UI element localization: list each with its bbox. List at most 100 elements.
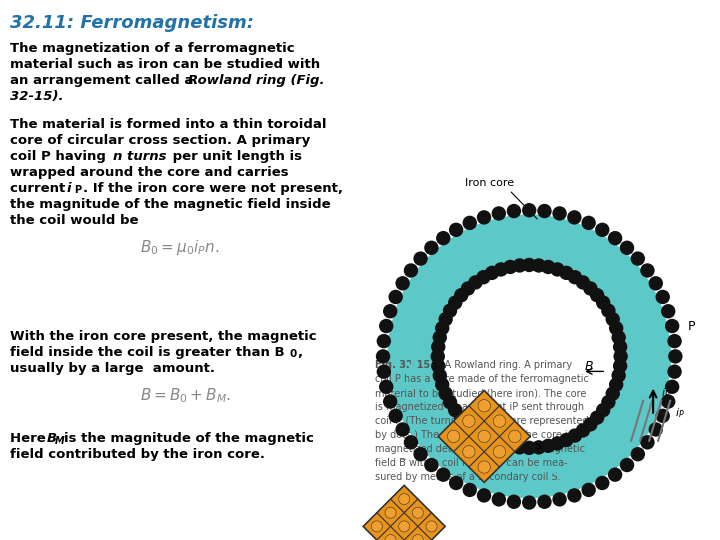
Circle shape bbox=[611, 330, 626, 345]
Polygon shape bbox=[438, 390, 530, 482]
Circle shape bbox=[399, 521, 410, 532]
Circle shape bbox=[576, 275, 590, 289]
Circle shape bbox=[541, 438, 555, 453]
Circle shape bbox=[461, 281, 475, 295]
Circle shape bbox=[395, 276, 410, 291]
Circle shape bbox=[595, 222, 610, 237]
Circle shape bbox=[477, 270, 491, 285]
Circle shape bbox=[379, 319, 393, 333]
Circle shape bbox=[435, 377, 449, 392]
Circle shape bbox=[640, 435, 654, 449]
Text: S: S bbox=[534, 441, 541, 451]
Circle shape bbox=[461, 417, 475, 431]
Text: Iron core: Iron core bbox=[464, 178, 514, 188]
Circle shape bbox=[552, 492, 567, 507]
Circle shape bbox=[522, 203, 536, 218]
Circle shape bbox=[413, 535, 423, 540]
Text: field B⃗ within coil P Field B⃗ can be mea-: field B⃗ within coil P Field B⃗ can be m… bbox=[375, 458, 567, 468]
Circle shape bbox=[531, 258, 546, 273]
Text: $B = B_0 + B_M.$: $B = B_0 + B_M.$ bbox=[140, 386, 231, 404]
Circle shape bbox=[447, 430, 460, 443]
Circle shape bbox=[462, 215, 477, 230]
Circle shape bbox=[438, 387, 453, 401]
Circle shape bbox=[503, 260, 518, 274]
Text: wrapped around the core and carries: wrapped around the core and carries bbox=[10, 166, 289, 179]
Circle shape bbox=[454, 288, 469, 302]
Circle shape bbox=[433, 330, 447, 345]
Circle shape bbox=[537, 495, 552, 509]
Text: field inside the coil is greater than B: field inside the coil is greater than B bbox=[10, 346, 284, 359]
Circle shape bbox=[413, 252, 428, 266]
Circle shape bbox=[431, 349, 445, 363]
Circle shape bbox=[620, 241, 634, 255]
Circle shape bbox=[552, 206, 567, 221]
Circle shape bbox=[448, 295, 462, 310]
Circle shape bbox=[443, 303, 457, 318]
Circle shape bbox=[601, 303, 616, 318]
Text: $B_0 = \mu_0 i_P n.$: $B_0 = \mu_0 i_P n.$ bbox=[140, 238, 220, 257]
Text: Fig. 32-15: Fig. 32-15 bbox=[375, 360, 431, 370]
Circle shape bbox=[493, 415, 505, 427]
Circle shape bbox=[582, 483, 596, 497]
Circle shape bbox=[541, 260, 555, 274]
Circle shape bbox=[596, 403, 611, 417]
Circle shape bbox=[665, 319, 680, 333]
Circle shape bbox=[609, 321, 624, 335]
Circle shape bbox=[376, 349, 390, 363]
Circle shape bbox=[404, 435, 418, 449]
Circle shape bbox=[550, 262, 564, 276]
Text: core of circular cross section. A primary: core of circular cross section. A primar… bbox=[10, 134, 310, 147]
Circle shape bbox=[454, 410, 469, 425]
Circle shape bbox=[436, 231, 451, 245]
Circle shape bbox=[383, 394, 397, 409]
Circle shape bbox=[431, 359, 446, 373]
Circle shape bbox=[606, 387, 620, 401]
Circle shape bbox=[404, 264, 418, 278]
Circle shape bbox=[478, 461, 490, 473]
Circle shape bbox=[608, 231, 622, 245]
Text: usually by a large  amount.: usually by a large amount. bbox=[10, 362, 215, 375]
Circle shape bbox=[468, 275, 482, 289]
Circle shape bbox=[640, 264, 654, 278]
Circle shape bbox=[477, 210, 491, 225]
Circle shape bbox=[477, 488, 491, 503]
Circle shape bbox=[649, 422, 663, 437]
Text: coil P. (The turns of the coil are represented: coil P. (The turns of the coil are repre… bbox=[375, 416, 589, 426]
Circle shape bbox=[590, 410, 604, 425]
Circle shape bbox=[462, 483, 477, 497]
Circle shape bbox=[389, 409, 403, 423]
Text: ,: , bbox=[297, 346, 302, 359]
Circle shape bbox=[468, 423, 482, 437]
Circle shape bbox=[431, 340, 446, 354]
Circle shape bbox=[413, 507, 423, 518]
Circle shape bbox=[438, 312, 453, 326]
Circle shape bbox=[613, 340, 627, 354]
Circle shape bbox=[507, 495, 521, 509]
Circle shape bbox=[503, 438, 518, 453]
Circle shape bbox=[661, 304, 675, 319]
Text: material to be studied (here iron). The core: material to be studied (here iron). The … bbox=[375, 388, 586, 398]
Circle shape bbox=[494, 262, 508, 276]
Text: n turns: n turns bbox=[113, 150, 166, 163]
Text: $i_P$: $i_P$ bbox=[661, 386, 671, 400]
Circle shape bbox=[522, 495, 536, 510]
Circle shape bbox=[567, 210, 582, 225]
Circle shape bbox=[559, 266, 574, 280]
Circle shape bbox=[492, 206, 506, 221]
Text: With the iron core present, the magnetic: With the iron core present, the magnetic bbox=[10, 330, 317, 343]
Text: P: P bbox=[688, 320, 695, 333]
Circle shape bbox=[655, 290, 670, 304]
Circle shape bbox=[595, 476, 610, 490]
Circle shape bbox=[522, 441, 536, 455]
Text: The material is formed into a thin toroidal: The material is formed into a thin toroi… bbox=[10, 118, 326, 131]
Text: B: B bbox=[47, 432, 57, 445]
Text: sured by means of a secondary coil S.: sured by means of a secondary coil S. bbox=[375, 472, 561, 482]
Circle shape bbox=[377, 364, 391, 379]
Text: 0: 0 bbox=[289, 349, 296, 359]
Circle shape bbox=[596, 295, 611, 310]
Text: The magnetization of a ferromagnetic: The magnetization of a ferromagnetic bbox=[10, 42, 294, 55]
Text: $i_P$: $i_P$ bbox=[675, 406, 685, 420]
Circle shape bbox=[379, 380, 393, 394]
Circle shape bbox=[608, 468, 622, 482]
Circle shape bbox=[537, 204, 552, 218]
